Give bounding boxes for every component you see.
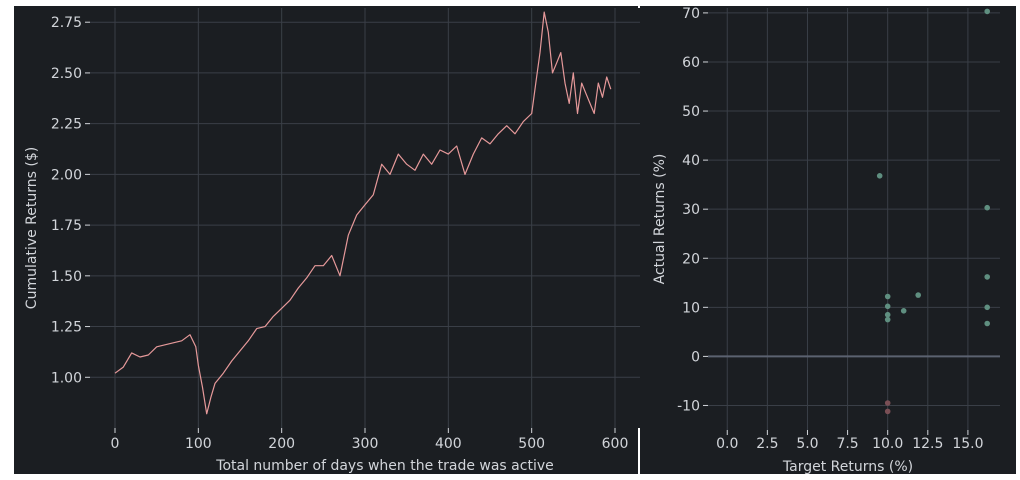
left-y-tick-label: 1.25: [51, 320, 82, 336]
left-x-tick-label: 600: [602, 436, 629, 452]
right-y-tick-label: 20: [682, 251, 700, 267]
right-y-tick-label: 30: [682, 202, 700, 218]
scatter-point: [984, 320, 990, 327]
right-x-tick-label: 0.0: [716, 436, 738, 452]
left-x-tick-label: 300: [352, 436, 379, 452]
right-x-tick-label: 7.5: [836, 436, 858, 452]
left-x-tick-label: 0: [111, 436, 120, 452]
left-y-tick-label: 1.75: [51, 218, 82, 234]
right-x-tick-label: 15.0: [952, 436, 983, 452]
left-x-tick-label: 400: [435, 436, 462, 452]
scatter-point: [984, 8, 990, 15]
target-vs-actual-chart: 0.0 2.5 5.0 7.5 10.0 12.5 15.0 -10 0 10 20 30 40 50 6…: [640, 6, 1016, 475]
cumulative-returns-chart: 0 100 200 300 400 500 600 1.00 1.25 1.50 1.75 2.00…: [14, 6, 640, 474]
scatter-point: [884, 293, 891, 300]
scatter-point: [876, 173, 883, 179]
scatter-point: [884, 400, 891, 406]
scatter-point: [884, 311, 891, 318]
right-x-tick-label: 12.5: [912, 436, 943, 452]
scatter-point: [900, 308, 907, 314]
right-y-tick-label: 40: [682, 153, 700, 169]
left-x-tick-label: 100: [185, 436, 212, 452]
left-y-axis-label: Cumulative Returns ($): [24, 147, 40, 309]
cumulative-returns-line: [114, 11, 612, 415]
scatter-point: [984, 304, 990, 311]
scatter-point: [884, 316, 891, 323]
right-y-tick-label: 60: [682, 55, 700, 71]
right-y-axis-label: Actual Returns (%): [652, 154, 668, 285]
scatter-point: [984, 274, 990, 280]
left-y-tick-label: 2.75: [51, 15, 82, 31]
left-y-tick-label: 1.00: [51, 370, 82, 386]
left-x-tick-labels: 0 100 200 300 400 500 600: [111, 428, 629, 452]
scatter-point: [984, 204, 990, 211]
right-x-tick-labels: 0.0 2.5 5.0 7.5 10.0 12.5 15.0: [716, 430, 983, 452]
left-y-tick-label: 2.25: [51, 117, 82, 133]
left-x-tick-label: 500: [518, 436, 545, 452]
left-y-tick-label: 2.50: [51, 66, 82, 82]
right-y-tick-label: 10: [682, 300, 700, 316]
left-y-tick-label: 1.50: [51, 269, 82, 285]
right-y-tick-label: 0: [691, 349, 700, 365]
right-x-tick-label: 2.5: [756, 436, 778, 452]
right-y-tick-labels: -10 0 10 20 30 40 50 60 70: [677, 6, 708, 414]
left-gridlines: [90, 8, 640, 428]
right-y-tick-label: -10: [677, 398, 700, 414]
left-x-tick-label: 200: [268, 436, 295, 452]
right-y-tick-label: 50: [682, 104, 700, 120]
right-plot-area: [708, 8, 1000, 430]
scatter-points: [876, 8, 990, 415]
left-y-tick-labels: 1.00 1.25 1.50 1.75 2.00 2.25 2.50 2.75: [51, 15, 90, 386]
scatter-point: [884, 408, 891, 415]
right-x-tick-label: 10.0: [872, 436, 903, 452]
right-x-axis-label: Target Returns (%): [782, 459, 913, 475]
right-y-tick-label: 70: [682, 6, 700, 22]
scatter-point: [884, 303, 891, 310]
left-y-tick-label: 2.00: [51, 167, 82, 183]
right-x-tick-label: 5.0: [796, 436, 818, 452]
scatter-point: [915, 292, 921, 298]
left-x-axis-label: Total number of days when the trade was …: [215, 458, 553, 474]
